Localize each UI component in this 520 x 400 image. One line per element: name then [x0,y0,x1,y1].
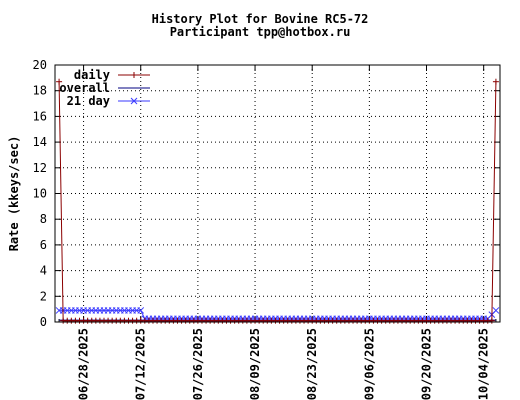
x-tick-label: 07/12/2025 [134,328,148,400]
plot-frame [54,64,501,323]
x-tick-label: 06/28/2025 [77,328,91,400]
y-tick-label: 20 [33,58,47,72]
y-tick-label: 18 [33,84,47,98]
legend-label: daily [74,68,110,82]
y-axis-label: Rate (kkeys/sec) [7,136,21,252]
series-21day-marker [137,307,145,314]
x-tick-label: 07/26/2025 [191,328,205,400]
y-tick-label: 14 [33,135,47,149]
y-tick-label: 0 [40,315,47,329]
y-tick-label: 6 [40,238,47,252]
y-tick-label: 8 [40,212,47,226]
x-tick-label: 09/06/2025 [362,328,376,400]
series-21day-line [59,309,497,320]
x-tick-label: 10/04/2025 [477,328,491,400]
x-tick-label: 08/09/2025 [248,328,262,400]
chart-title: History Plot for Bovine RC5-72 [151,12,369,26]
y-tick-label: 12 [33,161,47,175]
legend-label: 21 day [67,94,110,108]
x-tick-label: 08/23/2025 [305,328,319,400]
series-daily-line [58,81,497,322]
y-tick-label: 10 [33,187,47,201]
chart-subtitle: Participant tpp@hotbox.ru [169,25,351,39]
series-21day-marker [492,307,500,314]
y-tick-label: 16 [33,109,47,123]
legend-label: overall [59,81,110,95]
legend-marker [130,97,138,105]
y-tick-label: 2 [40,289,47,303]
y-tick-label: 4 [40,264,47,278]
x-tick-label: 09/20/2025 [420,328,434,400]
